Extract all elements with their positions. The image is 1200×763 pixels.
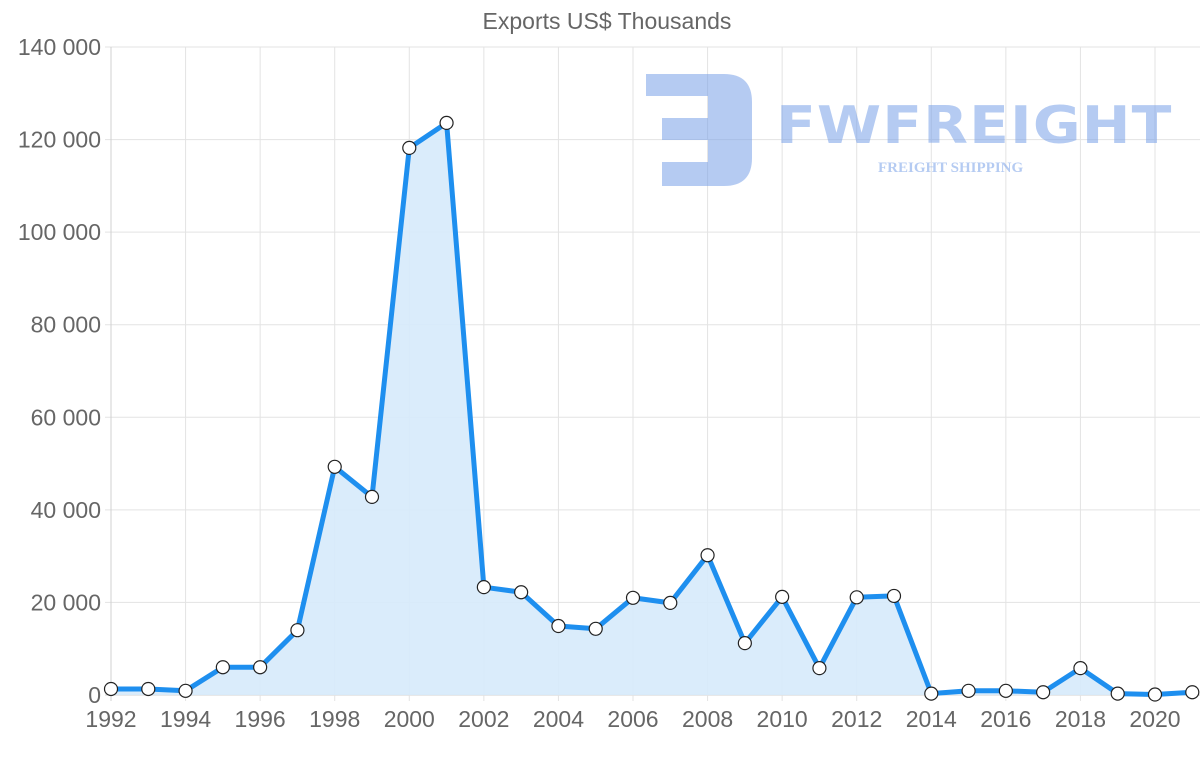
x-tick-label: 1992 — [85, 706, 136, 732]
data-point-marker[interactable] — [812, 661, 827, 676]
x-tick-label: 2008 — [682, 706, 733, 732]
data-point-marker[interactable] — [178, 683, 193, 698]
y-axis-ticks: 0 20 000 40 000 60 000 80 000 100 000 120 000 1… — [18, 34, 101, 708]
x-tick-label: 1998 — [309, 706, 360, 732]
x-tick-label: 2018 — [1055, 706, 1106, 732]
y-tick-label: 140 000 — [18, 34, 101, 60]
data-point-marker[interactable] — [625, 590, 641, 605]
y-tick-label: 40 000 — [31, 497, 101, 523]
y-tick-label: 120 000 — [18, 127, 101, 153]
area-fill — [111, 122, 1193, 695]
x-tick-label: 2004 — [533, 706, 584, 732]
data-point-marker[interactable] — [924, 686, 939, 701]
data-point-marker[interactable] — [551, 618, 566, 634]
chart-title: Exports US$ Thousands — [482, 8, 732, 34]
data-point-marker[interactable] — [1185, 685, 1200, 700]
y-tick-label: 0 — [88, 682, 101, 708]
data-point-marker[interactable] — [290, 623, 305, 638]
x-tick-label: 2014 — [906, 706, 957, 732]
data-point-marker[interactable] — [961, 683, 976, 698]
y-tick-label: 80 000 — [31, 312, 101, 338]
x-tick-label: 1996 — [235, 706, 286, 732]
data-point-marker[interactable] — [327, 459, 342, 474]
data-point-marker[interactable] — [514, 585, 529, 600]
x-tick-label: 2016 — [980, 706, 1031, 732]
data-point-marker[interactable] — [588, 621, 603, 636]
y-tick-label: 100 000 — [18, 219, 101, 245]
x-tick-label: 2002 — [458, 706, 509, 732]
data-point-marker[interactable] — [402, 140, 417, 156]
data-point-marker[interactable] — [439, 115, 454, 131]
x-tick-label: 2010 — [757, 706, 808, 732]
x-tick-label: 2012 — [831, 706, 882, 732]
data-point-marker[interactable] — [1147, 687, 1163, 702]
data-point-marker[interactable] — [700, 548, 715, 563]
data-point-marker[interactable] — [141, 681, 156, 697]
data-markers — [103, 115, 1200, 702]
data-point-marker[interactable] — [103, 681, 119, 697]
y-tick-label: 60 000 — [31, 404, 101, 430]
data-point-marker[interactable] — [1110, 686, 1125, 701]
data-point-marker[interactable] — [663, 595, 678, 610]
data-point-marker[interactable] — [849, 590, 864, 605]
data-point-marker[interactable] — [998, 683, 1013, 698]
x-axis-ticks: 1992 1994 1996 1998 2000 2002 2004 2006 2008 2010… — [85, 706, 1180, 732]
data-point-marker[interactable] — [775, 589, 790, 604]
x-tick-label: 2020 — [1129, 706, 1180, 732]
x-tick-label: 2000 — [384, 706, 435, 732]
data-point-marker[interactable] — [1036, 685, 1051, 700]
data-point-marker[interactable] — [364, 489, 380, 504]
grid-lines — [105, 46, 1200, 701]
data-point-marker[interactable] — [215, 660, 230, 675]
data-point-marker[interactable] — [737, 636, 752, 651]
data-point-marker[interactable] — [476, 580, 491, 595]
x-tick-label: 2006 — [607, 706, 658, 732]
y-tick-label: 20 000 — [31, 589, 101, 615]
x-tick-label: 1994 — [160, 706, 211, 732]
data-point-marker[interactable] — [886, 588, 902, 604]
data-point-marker[interactable] — [1073, 661, 1088, 676]
data-point-marker[interactable] — [253, 660, 268, 675]
